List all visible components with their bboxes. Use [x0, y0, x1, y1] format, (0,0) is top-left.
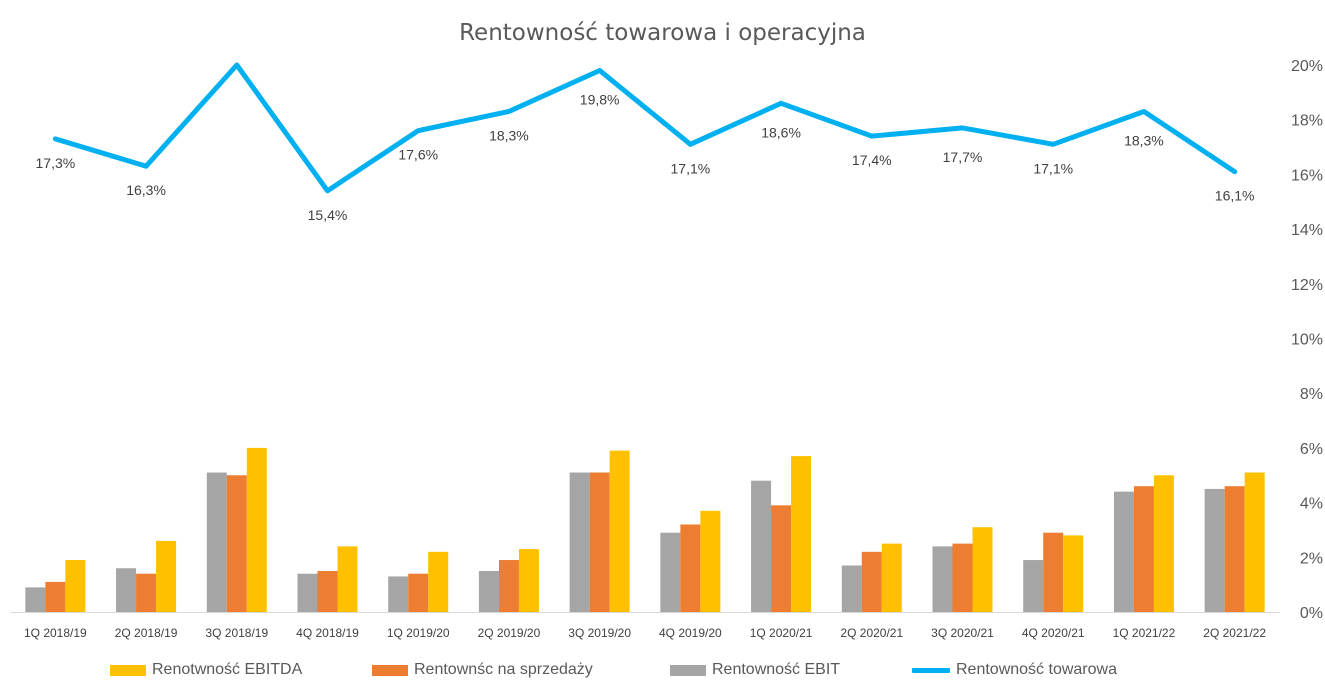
- bar: [206, 472, 227, 612]
- data-label: 19,8%: [580, 91, 620, 107]
- bar: [428, 551, 449, 612]
- bar: [660, 532, 681, 612]
- legend-item: Renotwność EBITDA: [110, 659, 302, 681]
- x-tick-label: 3Q 2020/21: [931, 626, 994, 640]
- legend-item: Rentownśc na sprzedaży: [372, 659, 593, 681]
- legend-swatch: [670, 664, 706, 676]
- y-tick-label: 18%: [1291, 113, 1323, 130]
- x-tick-label: 2Q 2018/19: [115, 626, 178, 640]
- bar: [932, 546, 953, 612]
- bar: [700, 510, 721, 612]
- y-tick-label: 2%: [1300, 550, 1323, 567]
- y-tick-label: 4%: [1300, 496, 1323, 513]
- data-label: 15,4%: [308, 207, 348, 223]
- x-tick-label: 2Q 2019/20: [478, 626, 541, 640]
- bar: [952, 543, 973, 612]
- legend-swatch: [912, 667, 950, 673]
- bar: [297, 573, 318, 612]
- bar: [841, 565, 862, 612]
- legend: Renotwność EBITDA Rentownśc na sprzedaży R…: [0, 659, 1325, 683]
- x-tick-label: 3Q 2018/19: [205, 626, 268, 640]
- bar: [337, 546, 358, 612]
- bar: [25, 587, 46, 612]
- data-label: 18,3%: [489, 127, 529, 143]
- bar: [408, 573, 429, 612]
- x-tick-label: 4Q 2020/21: [1022, 626, 1085, 640]
- line-series: [52, 62, 1238, 194]
- data-label: 17,3%: [36, 155, 76, 171]
- x-tick-label: 1Q 2019/20: [387, 626, 450, 640]
- y-tick-label: 0%: [1300, 605, 1323, 622]
- x-tick-label: 4Q 2018/19: [296, 626, 359, 640]
- bar: [317, 570, 338, 612]
- legend-item: Rentowność EBIT: [670, 659, 840, 681]
- bar: [136, 573, 157, 612]
- x-tick-label: 1Q 2020/21: [750, 626, 813, 640]
- bar: [569, 472, 590, 612]
- plot-area: 0% 2% 4% 6% 8% 10% 12% 14% 16% 18% 20% 1Q 2018/19 2Q…: [10, 58, 1323, 640]
- bar: [65, 560, 86, 612]
- bar: [1113, 491, 1134, 612]
- legend-label: Renotwność EBITDA: [152, 661, 303, 678]
- bar: [388, 576, 409, 612]
- bar: [589, 472, 610, 612]
- data-label: 17,1%: [671, 160, 711, 176]
- bar: [1153, 475, 1174, 612]
- x-tick-label: 2Q 2021/22: [1203, 626, 1266, 640]
- x-tick-label: 3Q 2019/20: [568, 626, 631, 640]
- y-tick-label: 10%: [1291, 332, 1323, 349]
- y-tick-label: 14%: [1291, 222, 1323, 239]
- bar: [680, 524, 701, 612]
- bar: [1204, 488, 1225, 612]
- bar: [771, 505, 792, 612]
- legend-item: Rentowność towarowa: [912, 659, 1117, 681]
- data-label: 17,7%: [943, 149, 983, 165]
- bar: [881, 543, 902, 612]
- bar: [1224, 486, 1245, 612]
- bar: [751, 480, 772, 612]
- bar: [156, 540, 177, 612]
- bar: [1063, 535, 1084, 612]
- bar: [246, 447, 267, 612]
- x-tick-label: 1Q 2021/22: [1113, 626, 1176, 640]
- bar: [1133, 486, 1154, 612]
- bar: [116, 568, 137, 612]
- bar: [1043, 532, 1064, 612]
- y-tick-label: 6%: [1300, 441, 1323, 458]
- data-label: 16,3%: [126, 182, 166, 198]
- bar: [1023, 560, 1044, 612]
- y-tick-label: 20%: [1291, 58, 1323, 75]
- legend-label: Rentowność EBIT: [712, 661, 841, 678]
- bar: [861, 551, 882, 612]
- bar: [498, 560, 519, 612]
- data-label: 16,1%: [1215, 188, 1255, 204]
- x-tick-label: 4Q 2019/20: [659, 626, 722, 640]
- x-tick-label: 2Q 2020/21: [840, 626, 903, 640]
- legend-swatch: [110, 664, 146, 676]
- chart-title: Rentowność towarowa i operacyjna: [459, 20, 866, 46]
- bar: [972, 527, 993, 612]
- bar: [609, 450, 630, 612]
- y-tick-label: 12%: [1291, 277, 1323, 294]
- legend-label: Rentowność towarowa: [956, 661, 1117, 678]
- bar: [478, 570, 499, 612]
- legend-label: Rentownśc na sprzedaży: [414, 661, 593, 678]
- data-label: 18,3%: [1124, 132, 1164, 148]
- y-tick-label: 8%: [1300, 386, 1323, 403]
- x-tick-label: 1Q 2018/19: [24, 626, 87, 640]
- data-label: 17,6%: [398, 147, 438, 163]
- data-label: 18,6%: [761, 124, 801, 140]
- bar: [518, 549, 539, 612]
- bar: [1244, 472, 1265, 612]
- bar: [226, 475, 247, 612]
- bar: [45, 581, 66, 612]
- legend-swatch: [372, 664, 408, 676]
- bar: [791, 456, 812, 612]
- data-label: 17,4%: [852, 152, 892, 168]
- data-label: 17,1%: [1033, 160, 1073, 176]
- y-tick-label: 16%: [1291, 167, 1323, 184]
